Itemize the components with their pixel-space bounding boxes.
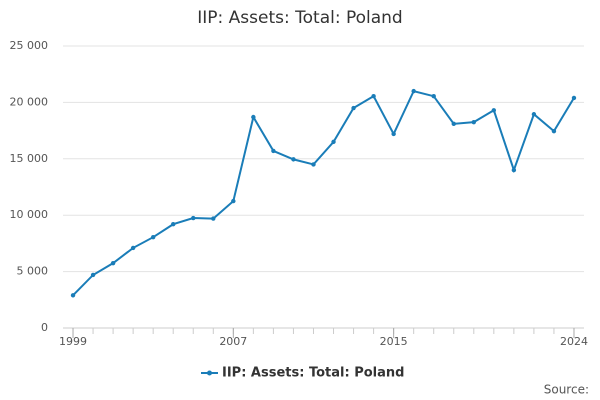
x-tick-label: 2024 — [560, 335, 588, 348]
data-point — [371, 93, 376, 99]
data-point — [411, 88, 416, 94]
data-point — [431, 93, 436, 99]
source: Source: — [544, 383, 589, 397]
chart-title: IIP: Assets: Total: Poland — [197, 8, 402, 28]
data-point — [511, 167, 517, 173]
data-point — [291, 157, 296, 162]
data-point — [311, 162, 316, 167]
data-point — [551, 128, 557, 134]
x-tick-label: 2007 — [219, 335, 247, 348]
data-point — [531, 112, 537, 117]
data-point — [351, 105, 356, 111]
data-point — [110, 260, 116, 266]
data-point — [251, 114, 256, 120]
data-point — [571, 95, 577, 101]
data-point — [471, 119, 476, 125]
data-point — [491, 108, 497, 113]
y-tick-label: 20 000 — [10, 95, 49, 108]
y-tick-label: 10 000 — [10, 208, 49, 221]
data-point — [171, 222, 176, 227]
data-point — [130, 245, 136, 251]
y-tick-label: 5 000 — [17, 265, 49, 278]
y-tick-label: 0 — [41, 321, 48, 334]
legend-marker — [207, 370, 212, 376]
data-point — [331, 139, 336, 145]
y-tick-label: 15 000 — [10, 152, 49, 165]
data-point — [211, 216, 216, 221]
data-point — [451, 121, 456, 127]
data-line — [72, 89, 575, 296]
data-point — [271, 148, 276, 154]
x-tick-label: 2015 — [380, 335, 408, 348]
legend-label: IIP: Assets: Total: Poland — [222, 366, 404, 381]
data-point — [150, 234, 156, 240]
y-tick-label: 25 000 — [10, 39, 49, 52]
data-point — [391, 131, 396, 137]
x-tick-label: 1999 — [59, 335, 87, 348]
data-point — [231, 198, 236, 204]
data-point — [191, 215, 196, 221]
data-point — [70, 293, 76, 298]
data-point — [90, 272, 96, 278]
